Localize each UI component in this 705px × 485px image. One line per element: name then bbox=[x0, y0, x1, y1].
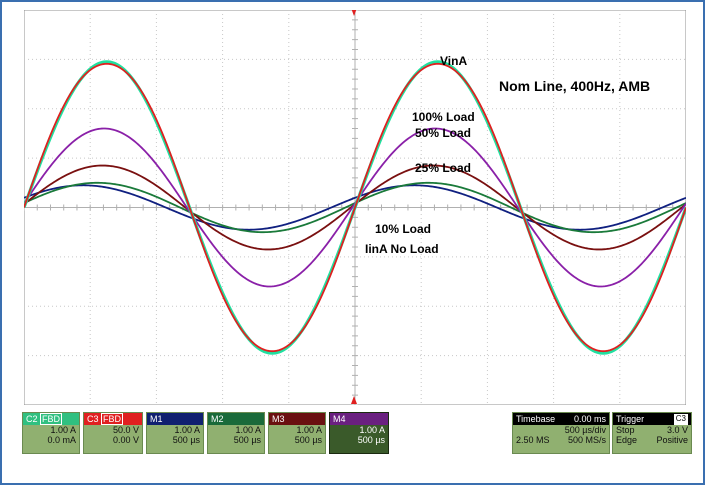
series-line-iina-no-load bbox=[24, 184, 686, 231]
trigger-type: Edge bbox=[616, 435, 638, 445]
timebase-label: Timebase bbox=[516, 414, 556, 424]
channel-box-m3[interactable]: M3 1.00 A 500 µs bbox=[268, 412, 326, 454]
traces bbox=[24, 60, 686, 355]
channel-scale: 1.00 A bbox=[174, 425, 200, 435]
channel-box-m1[interactable]: M1 1.00 A 500 µs bbox=[146, 412, 204, 454]
channel-scale: 50.0 V bbox=[112, 425, 139, 435]
label-100-load: 100% Load bbox=[412, 110, 475, 124]
label-25-load: 25% Load bbox=[415, 161, 472, 175]
channel-id: M2 bbox=[208, 413, 264, 425]
scope-plot bbox=[24, 10, 686, 405]
channel-scale: 1.00 A bbox=[50, 425, 76, 435]
label-50-load: 50% Load bbox=[415, 126, 472, 140]
channel-timebase: 500 µs bbox=[233, 435, 261, 445]
timebase-samples: 2.50 MS bbox=[516, 435, 550, 445]
chart-title: Nom Line, 400Hz, AMB bbox=[499, 78, 651, 94]
channel-id: C3 bbox=[87, 414, 99, 424]
trigger-channel: C3 bbox=[673, 414, 688, 425]
trigger-marker-top-icon bbox=[351, 10, 357, 16]
channel-offset: 0.00 V bbox=[112, 435, 139, 445]
channel-timebase: 500 µs bbox=[172, 435, 200, 445]
channel-box-m2[interactable]: M2 1.00 A 500 µs bbox=[207, 412, 265, 454]
trigger-mode: Stop bbox=[616, 425, 635, 435]
channel-id: C2 bbox=[26, 414, 38, 424]
timebase-value: 0.00 ms bbox=[573, 414, 606, 424]
trigger-box[interactable]: Trigger C3 Stop 3.0 V Edge Positive bbox=[612, 412, 692, 454]
channel-id: M3 bbox=[269, 413, 325, 425]
trigger-marker-bottom-icon bbox=[351, 396, 357, 404]
channel-scale: 1.00 A bbox=[235, 425, 261, 435]
channel-id: M1 bbox=[147, 413, 203, 425]
channel-badge: FBD bbox=[40, 413, 63, 425]
trigger-label: Trigger bbox=[616, 414, 645, 424]
channel-offset: 0.0 mA bbox=[47, 435, 76, 445]
channel-box-c2[interactable]: C2 FBD 1.00 A 0.0 mA bbox=[22, 412, 80, 454]
channel-box-c3[interactable]: C3 FBD 50.0 V 0.00 V bbox=[83, 412, 143, 454]
timebase-div: 500 µs/div bbox=[564, 425, 606, 435]
trigger-slope: Positive bbox=[656, 435, 688, 445]
channel-bar: C2 FBD 1.00 A 0.0 mA C3 FBD 50.0 V 0.00 … bbox=[22, 412, 692, 454]
channel-scale: 1.00 A bbox=[296, 425, 322, 435]
timebase-box[interactable]: Timebase 0.00 ms 500 µs/div 2.50 MS 500 MS… bbox=[512, 412, 610, 454]
channel-badge: FBD bbox=[101, 413, 124, 425]
series-line-vina bbox=[24, 62, 686, 353]
channel-id: M4 bbox=[330, 413, 388, 425]
label-vina: VinA bbox=[440, 54, 468, 68]
label-10-load: 10% Load bbox=[375, 222, 432, 236]
channel-timebase: 500 µs bbox=[357, 435, 385, 445]
channel-box-m4[interactable]: M4 1.00 A 500 µs bbox=[329, 412, 389, 454]
timebase-rate: 500 MS/s bbox=[567, 435, 606, 445]
trigger-level: 3.0 V bbox=[666, 425, 688, 435]
channel-scale: 1.00 A bbox=[359, 425, 385, 435]
channel-timebase: 500 µs bbox=[294, 435, 322, 445]
label-no-load: IinA No Load bbox=[365, 242, 439, 256]
